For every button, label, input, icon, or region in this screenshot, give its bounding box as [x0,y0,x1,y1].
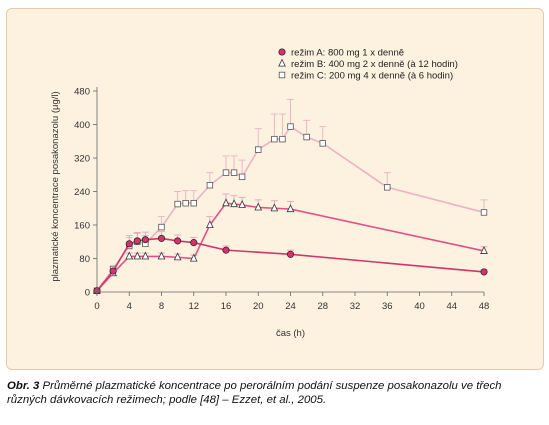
y-tick-label: 240 [74,187,90,198]
x-axis-label: čas (h) [276,328,305,339]
y-tick-label: 80 [79,254,90,265]
data-point [270,203,279,212]
legend-entry: režim A: 800 mg 1 x denně [291,48,404,59]
y-tick-label: 160 [74,221,90,232]
data-point [206,182,214,189]
data-point [189,253,198,262]
legend-entry: režim C: 200 mg 4 x denně (à 6 hodin) [291,71,453,82]
x-tick-label: 44 [446,301,457,312]
data-point [182,200,189,207]
data-point [190,200,197,207]
data-point [157,251,166,260]
legend-marker [278,71,286,79]
y-tick-label: 320 [74,154,90,165]
caption-label: Obr. 3 [7,380,40,392]
data-point [222,246,230,254]
data-point [255,146,262,153]
data-point [480,268,488,276]
x-tick-label: 32 [350,301,361,312]
series-2 [93,193,488,294]
x-tick-label: 4 [127,301,132,312]
legend-entry: režim B: 400 mg 2 x denně (à 12 hodin) [291,59,458,70]
data-point [303,133,310,141]
data-point [286,250,295,258]
data-point [133,237,141,245]
data-point [125,251,134,260]
x-tick-label: 36 [382,301,393,312]
x-tick-label: 24 [285,301,296,312]
figure-caption: Obr. 3 Průměrné plazmatické koncentrace … [7,379,539,407]
data-point [480,209,488,216]
data-point [230,169,238,176]
data-point [133,251,142,260]
series-line [96,202,485,292]
x-tick-label: 48 [479,301,490,312]
x-tick-label: 16 [221,301,232,312]
data-point [222,169,230,176]
data-point [125,240,133,248]
data-point [279,135,286,143]
data-point [109,267,117,275]
data-point [286,204,295,213]
data-point [230,199,238,208]
data-point [141,251,150,260]
data-point [173,252,182,261]
series-line [96,237,485,292]
caption-text: Průměrné plazmatické koncentrace po pero… [7,380,502,406]
data-point [480,246,488,254]
data-point [206,220,214,229]
data-point [222,198,230,207]
data-point [158,223,165,231]
figure-panel [6,8,544,370]
x-tick-label: 12 [188,301,199,312]
y-tick-label: 480 [74,87,90,98]
legend-marker [278,48,286,56]
x-tick-label: 0 [94,301,99,312]
data-point [157,234,166,242]
data-point [238,199,246,208]
data-point [174,237,182,245]
legend-marker [278,58,286,67]
x-tick-label: 20 [253,301,264,312]
y-axis-label: plazmatické koncentrace posakonazolu (μg… [50,91,61,281]
data-point [238,173,246,181]
x-tick-label: 8 [159,301,164,312]
series-1 [93,231,488,295]
data-point [174,200,181,208]
data-point [287,123,294,130]
x-tick-label: 28 [317,301,328,312]
data-point [384,184,391,191]
data-point [141,236,149,244]
data-point [254,202,263,211]
concentration-chart: 0 4 8 12 16 20 24 28 32 36 40 44 4808016024032040048… [50,48,490,340]
y-tick-label: 400 [74,120,90,131]
data-point [319,140,326,147]
x-tick-label: 40 [414,301,425,312]
data-point [190,239,198,247]
series-3 [93,98,488,294]
data-point [271,135,278,143]
y-tick-label: 0 [85,288,90,299]
